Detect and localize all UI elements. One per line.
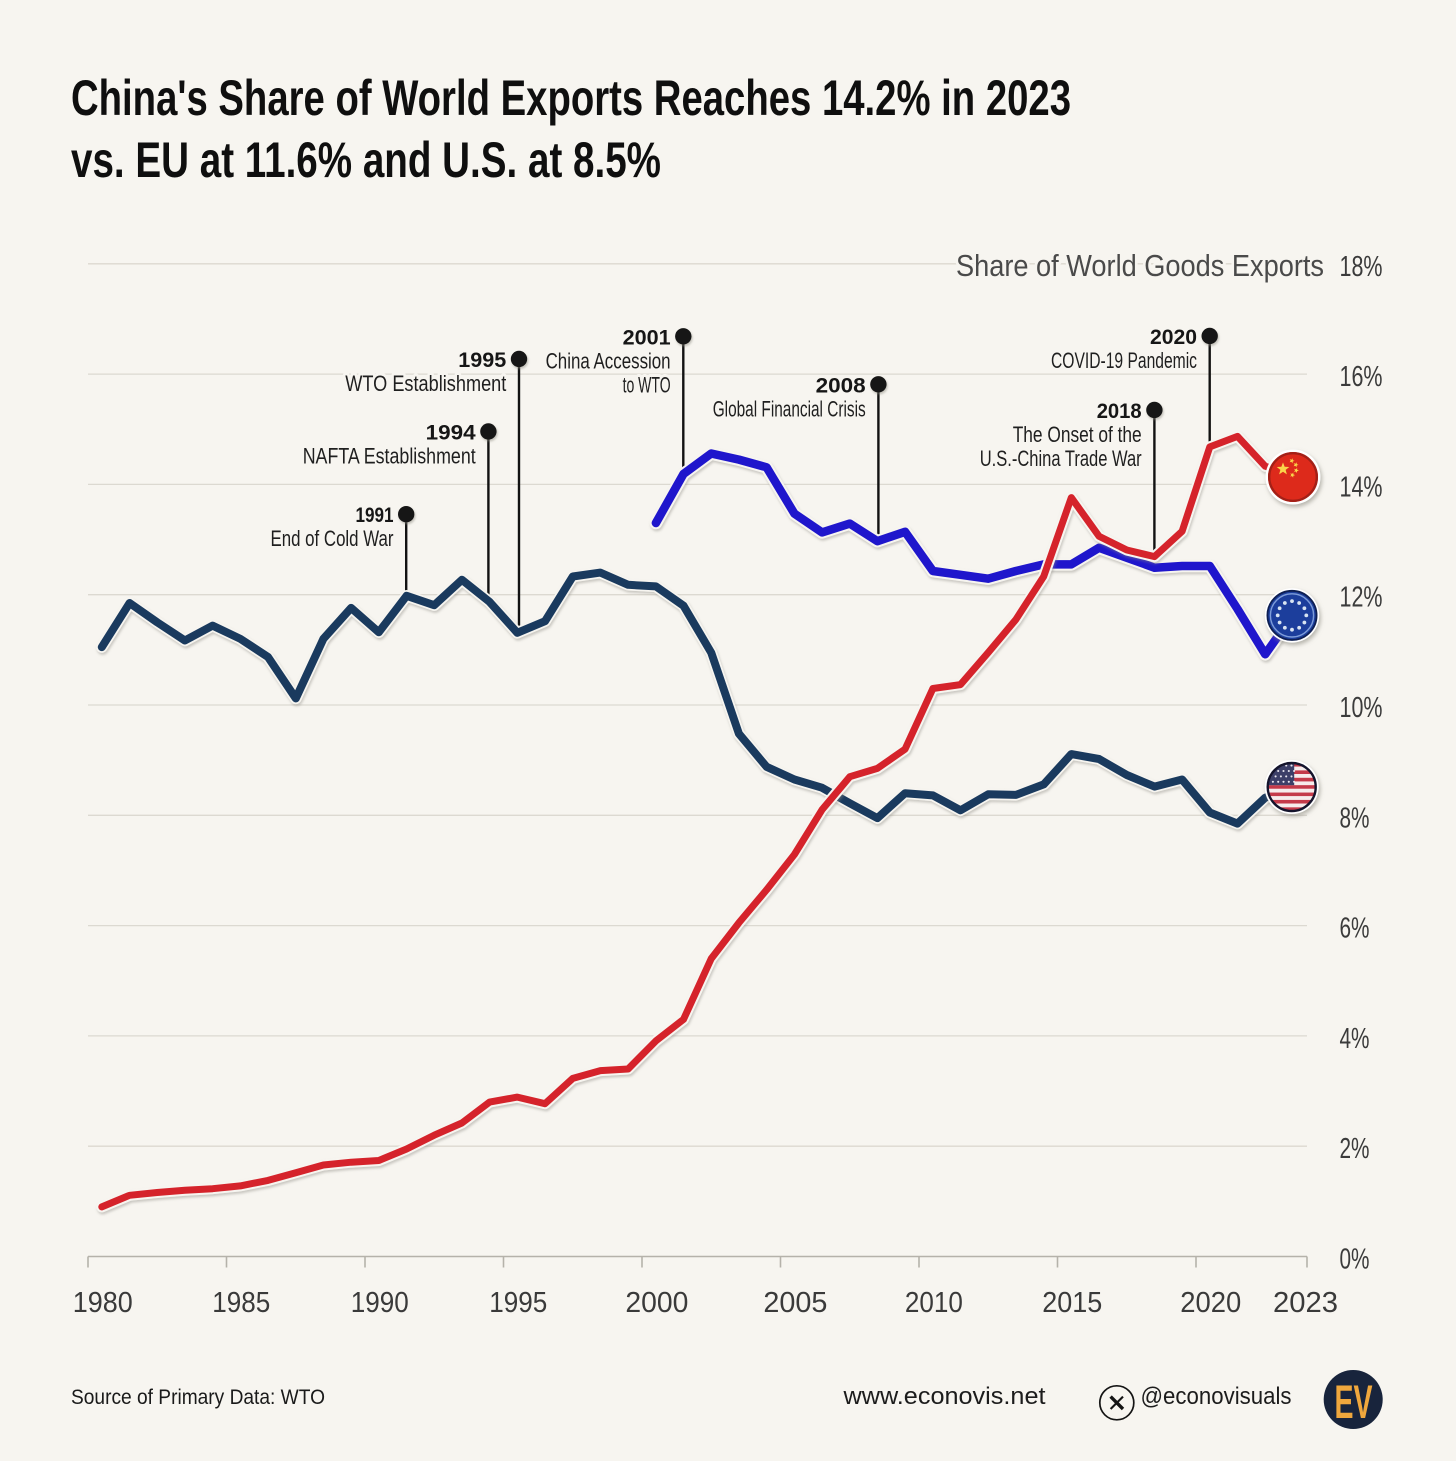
svg-text:18%: 18% xyxy=(1340,251,1383,283)
svg-text:6%: 6% xyxy=(1340,913,1370,945)
svg-text:China Accession: China Accession xyxy=(546,348,671,373)
svg-text:2005: 2005 xyxy=(763,1287,827,1319)
svg-text:1994: 1994 xyxy=(426,421,476,445)
svg-text:The Onset of the: The Onset of the xyxy=(1013,422,1142,447)
svg-text:1995: 1995 xyxy=(489,1287,547,1319)
svg-text:China's Share of World Exports: China's Share of World Exports Reaches 1… xyxy=(71,70,1071,126)
svg-text:8%: 8% xyxy=(1340,802,1370,834)
svg-text:2008: 2008 xyxy=(816,373,866,397)
svg-text:1980: 1980 xyxy=(73,1287,133,1319)
svg-text:vs. EU at 11.6% and U.S. at 8.: vs. EU at 11.6% and U.S. at 8.5% xyxy=(71,132,661,188)
svg-text:@econovisuals: @econovisuals xyxy=(1141,1383,1292,1410)
svg-text:2020: 2020 xyxy=(1150,325,1197,349)
svg-text:10%: 10% xyxy=(1340,692,1383,724)
svg-text:2018: 2018 xyxy=(1097,399,1142,423)
svg-text:0%: 0% xyxy=(1340,1244,1370,1276)
svg-text:2000: 2000 xyxy=(625,1287,688,1319)
svg-text:COVID-19 Pandemic: COVID-19 Pandemic xyxy=(1051,348,1197,373)
svg-text:2015: 2015 xyxy=(1042,1287,1102,1319)
svg-text:to WTO: to WTO xyxy=(623,372,671,397)
svg-text:1995: 1995 xyxy=(458,348,506,372)
svg-text:Global Financial Crisis: Global Financial Crisis xyxy=(713,396,866,421)
svg-text:U.S.-China Trade War: U.S.-China Trade War xyxy=(980,446,1142,471)
svg-text:WTO Establishment: WTO Establishment xyxy=(345,371,506,396)
svg-text:2010: 2010 xyxy=(905,1287,963,1319)
svg-text:www.econovis.net: www.econovis.net xyxy=(842,1383,1045,1410)
svg-text:1990: 1990 xyxy=(351,1287,409,1319)
svg-text:1985: 1985 xyxy=(212,1287,270,1319)
svg-text:Share of World Goods Exports: Share of World Goods Exports xyxy=(956,249,1324,283)
svg-text:EV: EV xyxy=(1335,1375,1373,1428)
svg-text:16%: 16% xyxy=(1340,361,1383,393)
svg-text:2001: 2001 xyxy=(623,325,671,349)
svg-text:NAFTA Establishment: NAFTA Establishment xyxy=(303,444,476,469)
svg-text:Source of Primary Data: WTO: Source of Primary Data: WTO xyxy=(71,1385,325,1409)
svg-text:14%: 14% xyxy=(1340,471,1383,503)
svg-text:12%: 12% xyxy=(1340,582,1383,614)
svg-text:2%: 2% xyxy=(1340,1133,1370,1165)
svg-text:2023: 2023 xyxy=(1273,1287,1338,1319)
svg-text:2020: 2020 xyxy=(1180,1287,1241,1319)
svg-text:1991: 1991 xyxy=(356,503,394,527)
svg-text:End of Cold War: End of Cold War xyxy=(271,526,394,551)
svg-text:4%: 4% xyxy=(1340,1023,1370,1055)
